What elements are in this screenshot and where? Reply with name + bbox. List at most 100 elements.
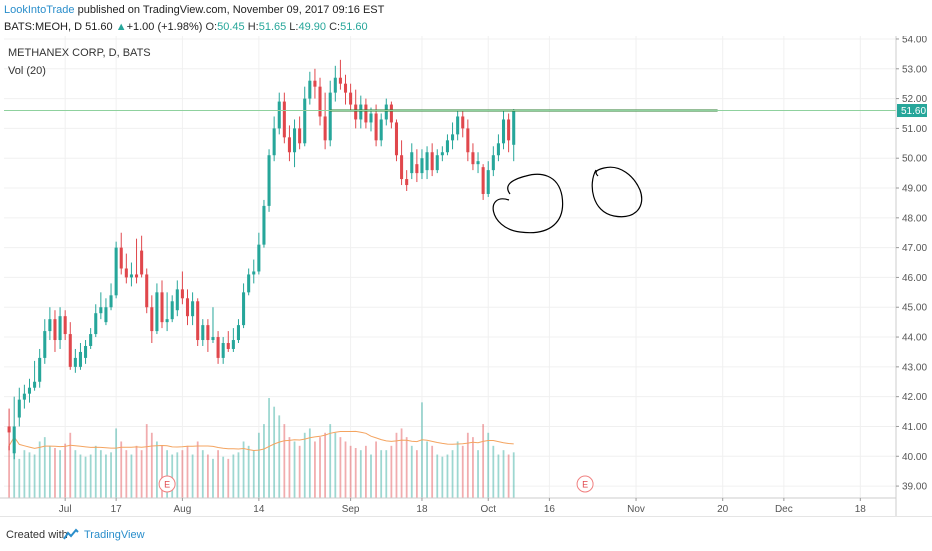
tradingview-brand-link[interactable]: TradingView [84, 529, 145, 541]
y-tick-label: 47.00 [902, 243, 927, 254]
volume-bar [390, 445, 393, 498]
candle-body [140, 250, 144, 275]
volume-bar [375, 441, 377, 498]
candle-body [313, 80, 317, 87]
high-value: 51.65 [258, 21, 287, 33]
candle-body [124, 268, 128, 278]
volume-bar [319, 437, 321, 498]
volume-bar [472, 437, 474, 498]
y-tick-label: 52.00 [902, 94, 927, 105]
volume-bar [507, 454, 510, 498]
candle-body [287, 137, 291, 153]
volume-bar [456, 441, 459, 498]
candle-body [440, 152, 444, 156]
ohlc-line: BATS:MEOH, D 51.60 ▲+1.00 (+1.98%) O:50.… [4, 21, 368, 33]
volume-bar [247, 445, 250, 498]
volume-bar [212, 458, 214, 498]
volume-bar [59, 450, 61, 498]
time-axis[interactable]: Jul 17 Aug 14 Sep 18 Oct 16 Nov 20 Dec 18 [0, 497, 896, 515]
candle-body [160, 292, 164, 323]
candle-body [145, 274, 149, 308]
candle-body [415, 164, 419, 174]
hand-drawn-annotations [492, 166, 643, 234]
earnings-marker-icon [158, 475, 176, 493]
volume-bars [8, 398, 515, 498]
volume-bar [466, 432, 469, 498]
candle-body [134, 274, 139, 278]
volume-bar [84, 456, 87, 498]
candle-body [272, 128, 276, 156]
volume-bar [477, 450, 479, 498]
volume-bar [43, 437, 46, 498]
x-tick-label: Nov [627, 504, 645, 515]
volume-bar [99, 450, 102, 498]
open-label: O: [205, 21, 218, 33]
volume-bar [426, 441, 428, 498]
volume-bar [410, 445, 413, 498]
y-tick-label: 46.00 [902, 273, 927, 284]
x-tick-label: 17 [111, 504, 123, 515]
volume-bar [441, 456, 444, 498]
volume-bar [89, 454, 92, 498]
candle-body [150, 307, 154, 332]
candle-body [293, 128, 297, 153]
volume-bar [436, 454, 439, 498]
earnings-marker-glyph: E [164, 480, 170, 490]
volume-bar [227, 458, 230, 498]
volume-bar [171, 454, 174, 498]
x-tick-label: 18 [416, 504, 428, 515]
candles [7, 59, 516, 460]
last-price-tag-bg [897, 104, 927, 118]
candle-body [68, 334, 72, 367]
candle-body [410, 152, 414, 174]
candle-body [191, 301, 195, 317]
volume-bar [161, 445, 163, 498]
y-tick-label: 39.00 [902, 482, 927, 493]
volume-bar [502, 450, 505, 498]
volume-bar [303, 432, 306, 498]
candle-body [481, 167, 485, 194]
x-tick-label: 16 [544, 504, 556, 515]
candle-body [389, 104, 393, 123]
volume-bar [365, 445, 367, 498]
candle-body [262, 205, 266, 245]
chart-background [0, 36, 932, 516]
volume-bar [110, 452, 112, 498]
candle-body [17, 399, 21, 418]
volume-bar [186, 445, 189, 498]
volume-bar [344, 441, 347, 498]
candle-body [216, 337, 220, 358]
volume-bar [263, 424, 265, 498]
volume-bar [181, 450, 184, 498]
volume-bar [314, 441, 316, 498]
volume-bar [33, 454, 36, 498]
volume-bar [166, 450, 169, 498]
created-with-label: Created with [6, 529, 68, 541]
candle-body [226, 343, 230, 349]
candle-body [211, 337, 215, 341]
candle-body [359, 104, 363, 120]
volume-bar [23, 450, 26, 498]
candle-body [374, 113, 378, 141]
y-tick-label: 54.00 [902, 36, 927, 45]
volume-bar [334, 432, 337, 498]
candle-body [400, 155, 404, 180]
candle-body [354, 104, 358, 120]
candle-body [501, 119, 506, 144]
publisher-link[interactable]: LookIntoTrade [4, 4, 75, 16]
chart-legend-title: METHANEX CORP, D, BATS [8, 47, 151, 59]
volume-bar [252, 450, 255, 498]
candle-body [94, 313, 98, 335]
candle-body [384, 104, 388, 120]
volume-bar [492, 445, 495, 498]
y-tick-label: 40.00 [902, 452, 927, 463]
last-price-tag-label: 51.60 [901, 106, 926, 117]
volume-bar [237, 452, 240, 498]
volume-bar [115, 428, 118, 498]
volume-bar [232, 454, 235, 498]
volume-bar [13, 428, 16, 498]
candle-body [236, 325, 240, 341]
candle-body [405, 179, 409, 186]
volume-bar [206, 454, 209, 498]
